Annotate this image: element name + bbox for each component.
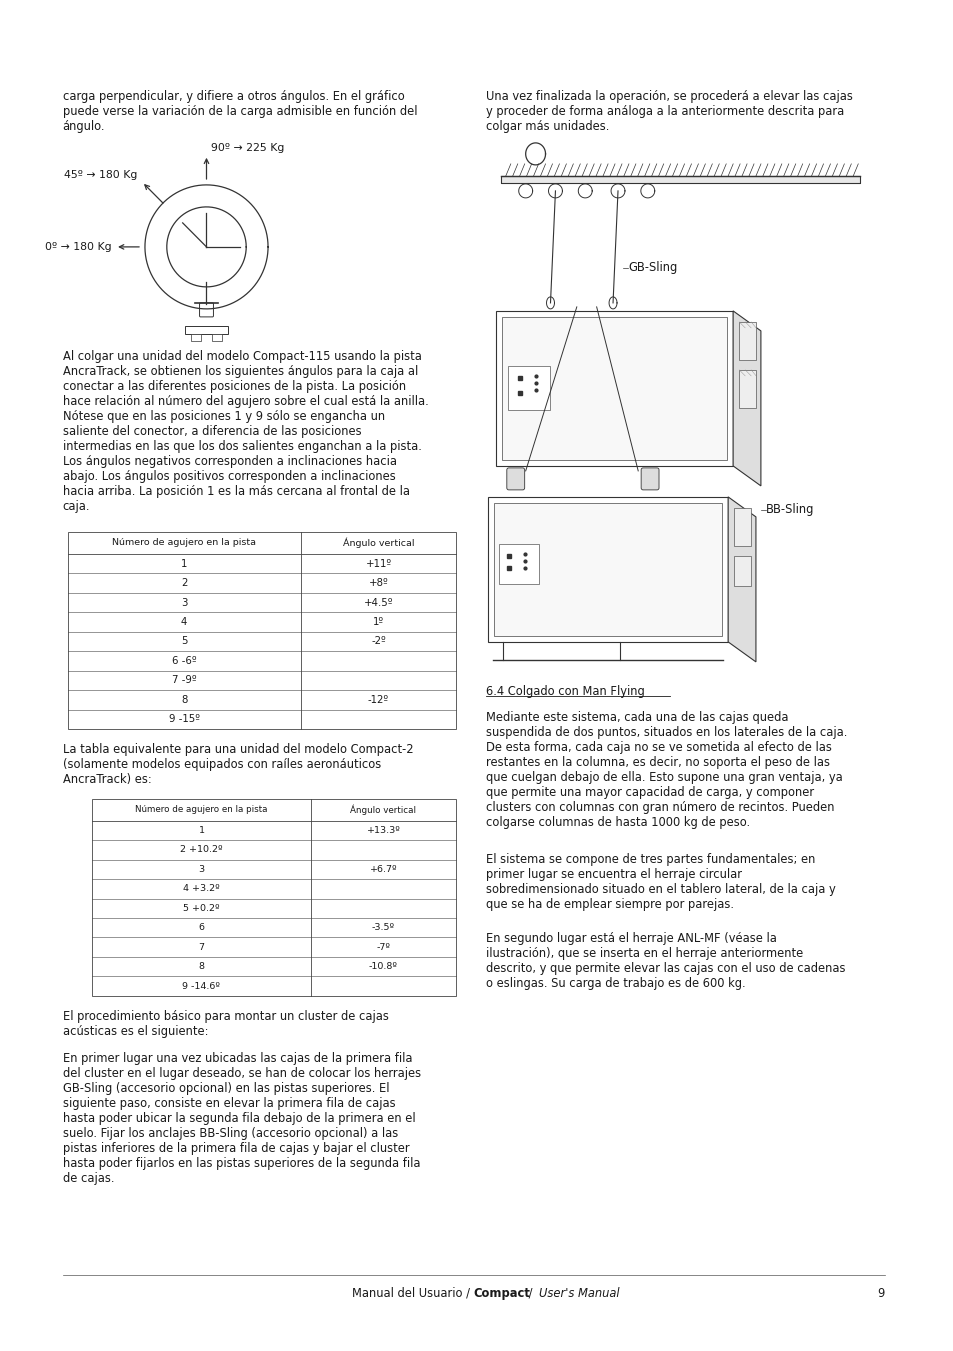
Text: carga perpendicular, y difiere a otros ángulos. En el gráfico
puede verse la var: carga perpendicular, y difiere a otros á… [63,91,416,132]
Text: 2 +10.2º: 2 +10.2º [180,846,223,854]
Text: +4.5º: +4.5º [363,597,393,608]
Text: En segundo lugar está el herraje ANL-MF (véase la
ilustración), que se inserta e: En segundo lugar está el herraje ANL-MF … [485,932,844,990]
Bar [68,532,456,730]
Text: Manual del Usuario /: Manual del Usuario / [352,1286,473,1300]
Text: El sistema se compone de tres partes fundamentales; en
primer lugar se encuentra: El sistema se compone de tres partes fun… [485,852,835,911]
FancyBboxPatch shape [506,467,524,490]
Bar [213,334,222,340]
Bar [501,317,726,459]
Text: +11º: +11º [365,558,391,569]
Text: Al colgar una unidad del modelo Compact-115 usando la pista
AncraTrack, se obtie: Al colgar una unidad del modelo Compact-… [63,350,428,512]
Text: 90º → 225 Kg: 90º → 225 Kg [212,143,285,153]
Text: 45º → 180 Kg: 45º → 180 Kg [64,170,137,180]
Text: El procedimiento básico para montar un cluster de cajas
acústicas es el siguient: El procedimiento básico para montar un c… [63,1009,388,1038]
Text: La tabla equivalente para una unidad del modelo Compact-2
(solamente modelos equ: La tabla equivalente para una unidad del… [63,743,413,786]
Text: 8: 8 [198,962,204,971]
Bar [191,334,200,340]
Text: 4 +3.2º: 4 +3.2º [183,885,219,893]
Text: 5: 5 [181,636,187,646]
Text: -7º: -7º [376,943,390,951]
Text: +8º: +8º [368,578,388,588]
Text: En primer lugar una vez ubicadas las cajas de la primera fila
del cluster en el : En primer lugar una vez ubicadas las caj… [63,1052,420,1185]
Text: 6 -6º: 6 -6º [172,655,196,666]
FancyBboxPatch shape [640,467,659,490]
Bar [734,555,750,586]
Text: Mediante este sistema, cada una de las cajas queda
suspendida de dos puntos, sit: Mediante este sistema, cada una de las c… [485,712,846,830]
Text: 3: 3 [181,597,187,608]
Bar [507,366,549,411]
Text: /: / [525,1286,536,1300]
Text: GB-Sling: GB-Sling [627,261,677,274]
Text: 6: 6 [198,923,204,932]
Text: 8: 8 [181,694,187,705]
Text: Número de agujero en la pista: Número de agujero en la pista [112,539,255,547]
Text: 5 +0.2º: 5 +0.2º [183,904,219,913]
Polygon shape [727,497,755,662]
Bar [487,497,727,642]
Bar [494,503,721,636]
Text: 1: 1 [181,558,187,569]
Text: 7 -9º: 7 -9º [172,676,196,685]
Text: 0º → 180 Kg: 0º → 180 Kg [45,242,112,251]
Text: Ángulo vertical: Ángulo vertical [350,805,416,815]
Text: Número de agujero en la pista: Número de agujero en la pista [135,805,268,815]
Text: 4: 4 [181,617,187,627]
Text: 3: 3 [198,865,204,874]
Text: 1º: 1º [373,617,384,627]
Text: -12º: -12º [368,694,389,705]
Text: -10.8º: -10.8º [369,962,397,971]
Bar [739,322,756,359]
Text: +13.3º: +13.3º [366,825,400,835]
Text: 9 -15º: 9 -15º [169,715,199,724]
Bar [498,544,538,585]
Text: +6.7º: +6.7º [369,865,396,874]
Text: -3.5º: -3.5º [372,923,395,932]
Bar [500,176,859,182]
Text: 7: 7 [198,943,204,951]
FancyBboxPatch shape [199,303,213,317]
Text: Compact: Compact [473,1286,530,1300]
Bar [739,370,756,408]
Text: 9 -14.6º: 9 -14.6º [182,982,220,990]
Text: 1: 1 [198,825,204,835]
Text: 2: 2 [181,578,187,588]
Text: Una vez finalizada la operación, se procederá a elevar las cajas
y proceder de f: Una vez finalizada la operación, se proc… [485,91,852,132]
Text: Ángulo vertical: Ángulo vertical [342,538,414,549]
Bar [496,311,732,466]
Bar [734,508,750,546]
Text: 6.4 Colgado con Man Flying: 6.4 Colgado con Man Flying [485,685,644,697]
Polygon shape [732,311,760,486]
Text: User's Manual: User's Manual [538,1286,619,1300]
Text: BB-Sling: BB-Sling [765,504,813,516]
Bar [92,798,456,996]
Text: -2º: -2º [371,636,385,646]
Bar [185,326,228,334]
Text: 9: 9 [877,1286,883,1300]
